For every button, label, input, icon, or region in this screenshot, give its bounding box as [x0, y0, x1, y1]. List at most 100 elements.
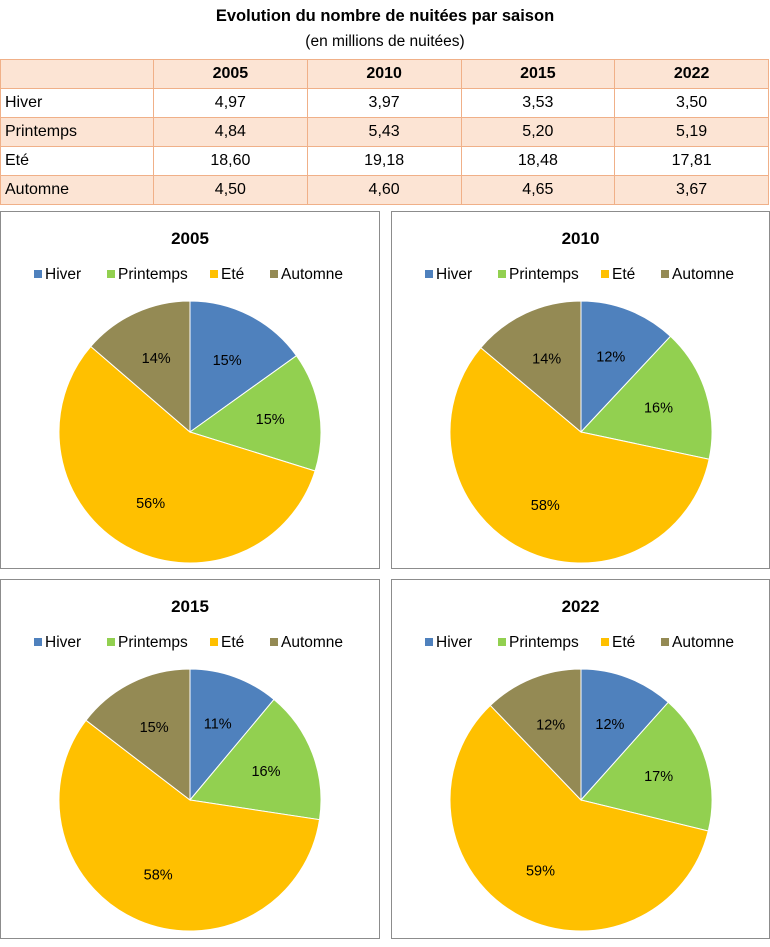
data-label-printemps: 16% [644, 401, 673, 417]
legend-label-automne: Automne [281, 634, 343, 651]
table-header-cell: 2005 [153, 59, 308, 89]
legend-swatch-automne [661, 270, 669, 278]
table-cell: 18,48 [460, 146, 616, 176]
legend-swatch-hiver [425, 270, 433, 278]
pie-slice-automne [90, 300, 191, 434]
chart-title: 2005 [171, 229, 209, 248]
table-row: Hiver 4,97 3,97 3,53 3,50 [0, 88, 769, 118]
legend-label-hiver: Hiver [45, 266, 81, 283]
table-header-cell: 2015 [460, 59, 616, 89]
data-label-printemps: 17% [644, 769, 673, 785]
legend-swatch-automne [661, 638, 669, 646]
table-cell: 3,53 [460, 88, 616, 118]
pie-slice-ete [449, 704, 709, 932]
data-label-automne: 15% [140, 720, 169, 736]
legend-swatch-hiver [34, 270, 42, 278]
legend-swatch-printemps [498, 638, 506, 646]
table-cell: 4,50 [153, 175, 308, 205]
table-row: Eté 18,60 19,18 18,48 17,81 [0, 146, 769, 176]
table-row: Automne 4,50 4,60 4,65 3,67 [0, 175, 769, 205]
legend-label-automne: Automne [672, 634, 734, 651]
table-cell: 5,19 [614, 117, 769, 147]
table-header-cell: 2022 [614, 59, 769, 89]
legend-label-hiver: Hiver [436, 634, 472, 651]
legend-swatch-hiver [34, 638, 42, 646]
data-label-ete: 58% [531, 498, 560, 514]
row-label: Eté [0, 146, 154, 176]
data-label-hiver: 12% [596, 350, 625, 366]
chart-title: 2022 [562, 597, 600, 616]
pie-chart: 2022 Hiver Printemps Eté Automne 12% 17% 59% 12% [425, 597, 734, 932]
legend-swatch-hiver [425, 638, 433, 646]
table-header-cell [0, 59, 154, 89]
legend-swatch-ete [601, 638, 609, 646]
legend-label-automne: Automne [281, 266, 343, 283]
pie-chart-panel-1: 2010 Hiver Printemps Eté Automne 12% 16% 58% 14% [391, 211, 770, 569]
pie-chart-panel-3: 2022 Hiver Printemps Eté Automne 12% 17% 59% 12% [391, 579, 770, 939]
table-cell: 4,84 [153, 117, 308, 147]
legend-label-automne: Automne [672, 266, 734, 283]
table-row: Printemps 4,84 5,43 5,20 5,19 [0, 117, 769, 147]
pie-slice-hiver [189, 668, 275, 802]
data-label-printemps: 16% [251, 764, 280, 780]
data-label-ete: 58% [144, 868, 173, 884]
legend-label-printemps: Printemps [509, 266, 579, 283]
data-label-ete: 56% [136, 496, 165, 512]
legend-label-ete: Eté [221, 266, 244, 283]
legend-swatch-printemps [107, 638, 115, 646]
table-cell: 4,65 [460, 175, 616, 205]
table-cell: 17,81 [614, 146, 769, 176]
table-cell: 3,67 [614, 175, 769, 205]
pie-slice-automne [480, 300, 582, 434]
legend-label-hiver: Hiver [436, 266, 472, 283]
data-label-automne: 12% [536, 718, 565, 734]
pie-chart-panel-0: 2005 Hiver Printemps Eté Automne 15% 15% 56% 14% [0, 211, 380, 569]
pie-slice-printemps [189, 698, 322, 821]
data-label-ete: 59% [526, 863, 555, 879]
table-cell: 3,97 [306, 88, 462, 118]
pie-chart: 2010 Hiver Printemps Eté Automne 12% 16% 58% 14% [425, 229, 734, 564]
pie-slice-hiver [189, 300, 298, 433]
legend-label-ete: Eté [612, 266, 635, 283]
pie-chart-panel-2: 2015 Hiver Printemps Eté Automne 11% 16% 58% 15% [0, 579, 380, 939]
table-title: Evolution du nombre de nuitées par saiso… [215, 7, 555, 25]
legend-swatch-ete [601, 270, 609, 278]
pie-slice-hiver [580, 300, 672, 434]
legend-swatch-ete [210, 638, 218, 646]
legend-label-ete: Eté [221, 634, 244, 651]
pie-slice-printemps [580, 701, 713, 832]
legend-swatch-automne [270, 270, 278, 278]
pie-slice-ete [58, 345, 316, 564]
legend-label-printemps: Printemps [118, 634, 188, 651]
pie-slice-hiver [580, 668, 669, 802]
data-label-hiver: 11% [204, 717, 232, 733]
table-cell: 5,43 [306, 117, 462, 147]
table-cell: 19,18 [306, 146, 462, 176]
pie-chart: 2005 Hiver Printemps Eté Automne 15% 15% 56% 14% [34, 229, 343, 564]
legend-swatch-printemps [107, 270, 115, 278]
row-label: Hiver [0, 88, 154, 118]
row-label: Printemps [0, 117, 154, 147]
pie-slice-automne [489, 668, 582, 802]
table-cell: 18,60 [153, 146, 308, 176]
pie-slice-ete [449, 346, 710, 564]
data-label-hiver: 15% [213, 353, 242, 369]
pie-chart: 2015 Hiver Printemps Eté Automne 11% 16% 58% 15% [34, 597, 343, 932]
row-label: Automne [0, 175, 154, 205]
table-cell: 4,97 [153, 88, 308, 118]
legend-label-ete: Eté [612, 634, 635, 651]
table-header-row: 2005 2010 2015 2022 [0, 59, 769, 89]
pie-slice-automne [85, 668, 191, 802]
table-subtitle: (en millions de nuitées) [305, 33, 465, 50]
table-cell: 4,60 [306, 175, 462, 205]
data-label-automne: 14% [532, 351, 561, 367]
chart-title: 2010 [562, 229, 600, 248]
legend-label-printemps: Printemps [509, 634, 579, 651]
nights-table: 2005 2010 2015 2022 Hiver 4,97 3,97 3,53… [0, 59, 769, 205]
legend-label-printemps: Printemps [118, 266, 188, 283]
legend-label-hiver: Hiver [45, 634, 81, 651]
pie-slice-ete [58, 719, 321, 932]
table-header-cell: 2010 [306, 59, 462, 89]
legend-swatch-printemps [498, 270, 506, 278]
chart-title: 2015 [171, 597, 209, 616]
